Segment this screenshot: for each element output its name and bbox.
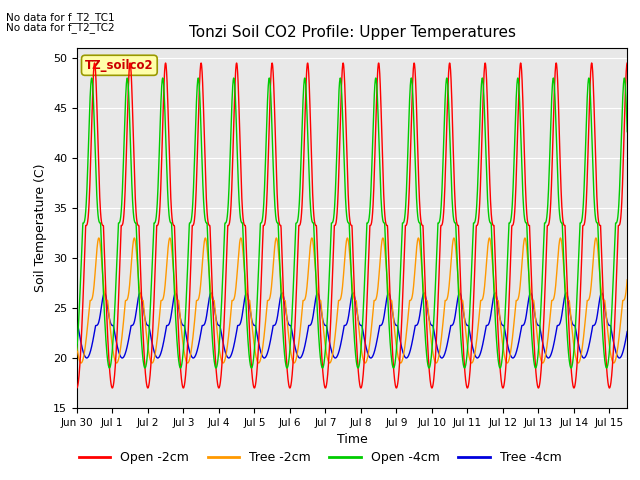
Text: No data for f_T2_TC1: No data for f_T2_TC1 — [6, 12, 115, 23]
X-axis label: Time: Time — [337, 433, 367, 446]
Text: TZ_soilco2: TZ_soilco2 — [85, 59, 154, 72]
Text: No data for f_T2_TC2: No data for f_T2_TC2 — [6, 22, 115, 33]
Legend: Open -2cm, Tree -2cm, Open -4cm, Tree -4cm: Open -2cm, Tree -2cm, Open -4cm, Tree -4… — [74, 446, 566, 469]
Title: Tonzi Soil CO2 Profile: Upper Temperatures: Tonzi Soil CO2 Profile: Upper Temperatur… — [189, 25, 515, 40]
Y-axis label: Soil Temperature (C): Soil Temperature (C) — [35, 164, 47, 292]
